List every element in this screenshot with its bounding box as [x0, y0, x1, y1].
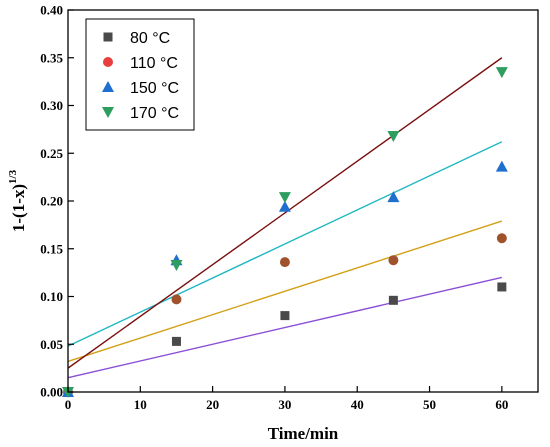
legend-marker — [102, 107, 114, 118]
x-tick-label: 10 — [134, 397, 147, 412]
data-point — [388, 295, 398, 305]
y-tick-label: 0.05 — [40, 337, 63, 352]
axis-ticks: 0 10 20 30 40 50 60 0.00 0.05 0.10 0.15 0.20 0.25 0.3… — [40, 3, 508, 413]
data-point — [496, 233, 507, 244]
y-axis-title: 1-(1-x)1/3 — [7, 169, 28, 232]
legend-marker — [103, 57, 113, 67]
x-tick-label: 0 — [65, 397, 72, 412]
legend-label: 110 °C — [130, 55, 178, 72]
y-axis-title-superscript: 1/3 — [7, 169, 19, 184]
data-point — [279, 257, 290, 268]
y-tick-label: 0.40 — [40, 3, 63, 18]
legend-label: 80 °C — [130, 30, 170, 47]
legend-label: 150 °C — [130, 80, 179, 97]
x-tick-label: 20 — [206, 397, 219, 412]
data-markers — [62, 67, 508, 398]
data-point — [278, 192, 291, 204]
x-axis-title: Time/min — [268, 424, 339, 443]
fit-lines — [67, 57, 503, 379]
y-tick-label: 0.20 — [40, 194, 63, 209]
data-point — [495, 67, 508, 79]
fit-line — [67, 57, 503, 369]
legend-label: 170 °C — [130, 105, 179, 122]
fit-line — [67, 141, 503, 347]
fit-line — [67, 220, 503, 363]
data-point — [171, 336, 181, 346]
y-tick-label: 0.00 — [40, 385, 63, 400]
y-tick-label: 0.30 — [40, 98, 63, 113]
data-point — [495, 160, 508, 172]
y-tick-label: 0.35 — [40, 50, 63, 65]
x-tick-label: 30 — [278, 397, 291, 412]
data-point — [171, 294, 182, 305]
data-point — [387, 131, 400, 143]
legend-marker — [102, 81, 114, 92]
data-point — [170, 259, 183, 271]
data-point — [278, 200, 291, 212]
legend: 80 °C 110 °C 150 °C 170 °C — [85, 18, 195, 131]
data-point — [388, 255, 399, 266]
y-tick-label: 0.25 — [40, 146, 63, 161]
x-tick-label: 40 — [351, 397, 364, 412]
data-point — [387, 191, 400, 203]
x-tick-label: 50 — [423, 397, 436, 412]
y-tick-label: 0.10 — [40, 289, 63, 304]
y-tick-label: 0.15 — [40, 241, 63, 256]
data-point — [497, 282, 507, 292]
legend-marker — [103, 32, 113, 42]
x-tick-label: 60 — [495, 397, 508, 412]
data-point — [280, 311, 290, 321]
fit-line — [67, 276, 503, 379]
